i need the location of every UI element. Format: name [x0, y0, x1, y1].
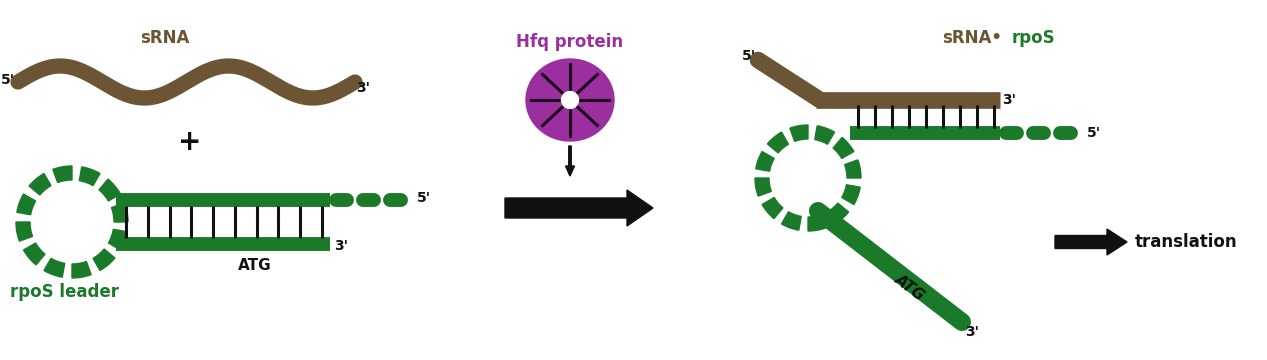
Text: 5': 5' [742, 49, 756, 63]
Text: 5': 5' [417, 191, 431, 205]
Wedge shape [29, 174, 51, 195]
FancyArrow shape [1055, 229, 1128, 255]
Circle shape [561, 91, 579, 108]
Wedge shape [53, 166, 72, 183]
Wedge shape [808, 215, 826, 231]
Text: 3': 3' [965, 325, 979, 339]
Wedge shape [841, 185, 860, 204]
Wedge shape [845, 160, 862, 178]
Wedge shape [763, 198, 783, 219]
Text: Hfq protein: Hfq protein [517, 33, 623, 51]
Wedge shape [16, 194, 35, 215]
Wedge shape [815, 126, 835, 144]
Text: rpoS: rpoS [1012, 29, 1055, 47]
Ellipse shape [526, 59, 614, 141]
Text: 5': 5' [1087, 126, 1101, 140]
Wedge shape [111, 203, 128, 222]
Wedge shape [99, 179, 120, 201]
Text: 3': 3' [1002, 93, 1016, 107]
Wedge shape [755, 178, 772, 196]
Text: 3': 3' [356, 81, 370, 95]
Wedge shape [756, 152, 774, 171]
Wedge shape [834, 138, 854, 158]
Text: sRNA•: sRNA• [941, 29, 1002, 47]
Wedge shape [827, 203, 849, 224]
Text: sRNA: sRNA [141, 29, 190, 47]
Wedge shape [72, 261, 91, 278]
Wedge shape [92, 249, 115, 270]
FancyArrow shape [506, 190, 653, 226]
Wedge shape [768, 132, 788, 153]
Text: ATG: ATG [238, 258, 272, 274]
Wedge shape [80, 167, 100, 186]
Wedge shape [109, 229, 127, 250]
Text: translation: translation [1135, 233, 1238, 251]
Wedge shape [44, 258, 65, 277]
Text: 5': 5' [1, 73, 15, 87]
FancyArrow shape [565, 146, 574, 176]
Wedge shape [782, 212, 801, 230]
Wedge shape [24, 243, 46, 265]
Text: rpoS leader: rpoS leader [10, 283, 119, 301]
Wedge shape [16, 222, 33, 241]
Text: ATG: ATG [892, 272, 927, 304]
Text: +: + [179, 128, 201, 156]
Wedge shape [789, 125, 808, 141]
Text: 3': 3' [334, 239, 348, 253]
